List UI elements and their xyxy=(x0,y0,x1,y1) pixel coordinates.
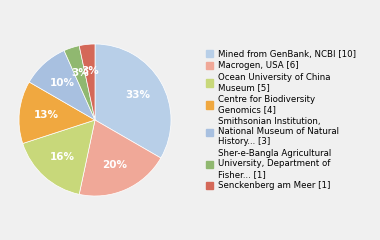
Text: 20%: 20% xyxy=(103,160,128,170)
Text: 16%: 16% xyxy=(49,152,74,162)
Wedge shape xyxy=(23,120,95,194)
Text: 10%: 10% xyxy=(49,78,74,88)
Wedge shape xyxy=(95,44,171,158)
Wedge shape xyxy=(79,44,95,120)
Wedge shape xyxy=(19,82,95,144)
Text: 13%: 13% xyxy=(33,110,59,120)
Wedge shape xyxy=(79,120,161,196)
Text: 33%: 33% xyxy=(125,90,150,100)
Wedge shape xyxy=(64,46,95,120)
Legend: Mined from GenBank, NCBI [10], Macrogen, USA [6], Ocean University of China
Muse: Mined from GenBank, NCBI [10], Macrogen,… xyxy=(204,48,357,192)
Text: 3%: 3% xyxy=(81,66,99,76)
Text: 3%: 3% xyxy=(71,68,89,78)
Wedge shape xyxy=(29,51,95,120)
